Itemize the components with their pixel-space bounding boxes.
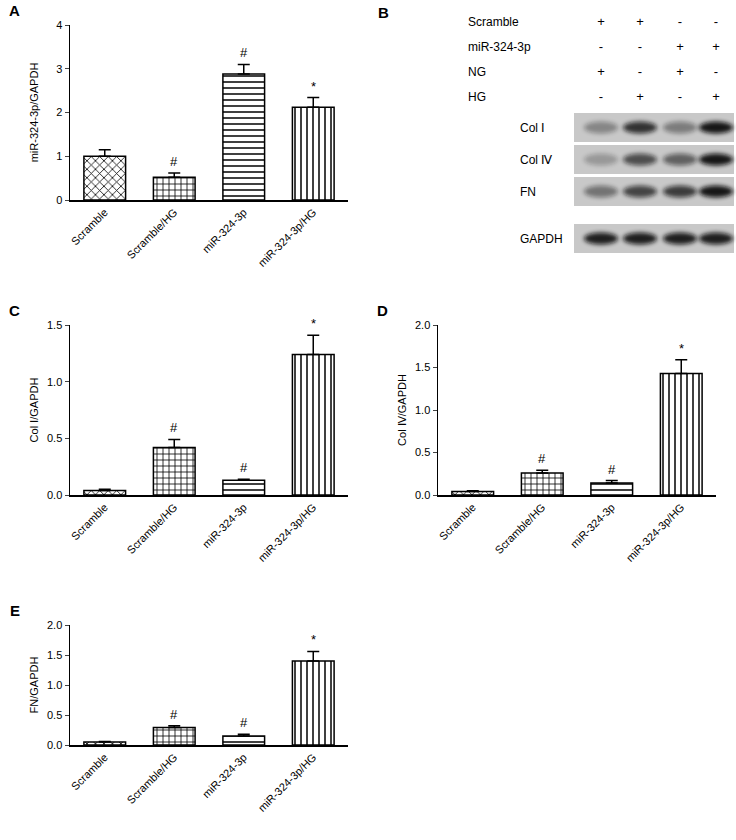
svg-text:#: # [240, 460, 248, 475]
svg-text:C: C [9, 302, 20, 319]
svg-text:Col Ⅰ/GAPDH: Col Ⅰ/GAPDH [28, 378, 40, 443]
svg-text:miR-324-3p: miR-324-3p [200, 206, 249, 255]
svg-text:#: # [240, 715, 248, 730]
svg-text:GAPDH: GAPDH [520, 232, 563, 246]
svg-text:FN/GAPDH: FN/GAPDH [28, 657, 40, 714]
svg-text:Scramble: Scramble [69, 206, 110, 247]
svg-text:+: + [676, 64, 684, 79]
svg-text:3: 3 [56, 63, 62, 75]
svg-text:*: * [311, 316, 316, 331]
svg-text:0.0: 0.0 [415, 489, 430, 501]
svg-text:Scramble: Scramble [468, 15, 519, 29]
svg-text:*: * [311, 79, 316, 94]
svg-text:#: # [608, 462, 616, 477]
svg-text:1.5: 1.5 [415, 361, 430, 373]
svg-text:#: # [170, 707, 178, 722]
svg-text:0.0: 0.0 [47, 739, 62, 751]
svg-text:E: E [10, 602, 20, 619]
svg-text:+: + [636, 14, 644, 29]
svg-text:-: - [638, 64, 642, 79]
svg-text:miR-324-3p/HG: miR-324-3p/HG [256, 751, 319, 814]
svg-text:Col Ⅰ: Col Ⅰ [520, 121, 545, 135]
svg-text:0: 0 [56, 194, 62, 206]
svg-text:Scramble: Scramble [69, 501, 110, 542]
svg-text:0.5: 0.5 [47, 709, 62, 721]
svg-text:Scramble/HG: Scramble/HG [492, 501, 547, 556]
svg-text:miR-324-3p/GAPDH: miR-324-3p/GAPDH [28, 63, 40, 163]
svg-text:NG: NG [468, 65, 486, 79]
svg-text:+: + [597, 14, 605, 29]
svg-text:1.0: 1.0 [47, 679, 62, 691]
svg-text:+: + [597, 64, 605, 79]
svg-text:A: A [9, 2, 20, 19]
svg-text:#: # [240, 45, 248, 60]
svg-text:miR-324-3p/HG: miR-324-3p/HG [624, 501, 687, 564]
svg-text:*: * [679, 341, 684, 356]
svg-text:-: - [599, 39, 603, 54]
svg-text:0.5: 0.5 [47, 432, 62, 444]
svg-text:Col Ⅳ/GAPDH: Col Ⅳ/GAPDH [396, 374, 408, 446]
svg-text:#: # [170, 420, 178, 435]
svg-text:+: + [636, 89, 644, 104]
svg-text:Scramble/HG: Scramble/HG [124, 501, 179, 556]
svg-text:-: - [678, 14, 682, 29]
svg-text:FN: FN [520, 185, 536, 199]
svg-text:1: 1 [56, 150, 62, 162]
svg-text:+: + [712, 39, 720, 54]
svg-text:Col Ⅳ: Col Ⅳ [520, 153, 552, 167]
svg-text:miR-324-3p/HG: miR-324-3p/HG [256, 206, 319, 269]
svg-text:0.0: 0.0 [47, 489, 62, 501]
svg-text:miR-324-3p: miR-324-3p [200, 501, 249, 550]
svg-text:+: + [676, 39, 684, 54]
svg-text:1.5: 1.5 [47, 649, 62, 661]
svg-text:D: D [377, 302, 388, 319]
svg-text:-: - [599, 89, 603, 104]
svg-text:Scramble: Scramble [437, 501, 478, 542]
svg-text:-: - [714, 14, 718, 29]
svg-text:#: # [170, 154, 178, 169]
svg-text:HG: HG [468, 90, 486, 104]
svg-text:miR-324-3p/HG: miR-324-3p/HG [256, 501, 319, 564]
svg-text:-: - [714, 64, 718, 79]
svg-text:Scramble: Scramble [69, 751, 110, 792]
svg-text:+: + [712, 89, 720, 104]
svg-text:2.0: 2.0 [47, 619, 62, 631]
svg-text:-: - [638, 39, 642, 54]
svg-text:#: # [538, 451, 546, 466]
svg-text:2.0: 2.0 [415, 319, 430, 331]
svg-text:Scramble/HG: Scramble/HG [124, 206, 179, 261]
svg-text:miR-324-3p: miR-324-3p [200, 751, 249, 800]
svg-text:Scramble/HG: Scramble/HG [124, 751, 179, 806]
svg-text:miR-324-3p: miR-324-3p [468, 40, 531, 54]
svg-text:miR-324-3p: miR-324-3p [568, 501, 617, 550]
svg-text:2: 2 [56, 106, 62, 118]
svg-text:B: B [378, 4, 389, 21]
svg-text:1.0: 1.0 [415, 404, 430, 416]
svg-text:0.5: 0.5 [415, 446, 430, 458]
svg-text:1.5: 1.5 [47, 319, 62, 331]
svg-text:4: 4 [56, 19, 62, 31]
svg-text:*: * [311, 632, 316, 647]
svg-text:-: - [678, 89, 682, 104]
svg-text:1.0: 1.0 [47, 376, 62, 388]
